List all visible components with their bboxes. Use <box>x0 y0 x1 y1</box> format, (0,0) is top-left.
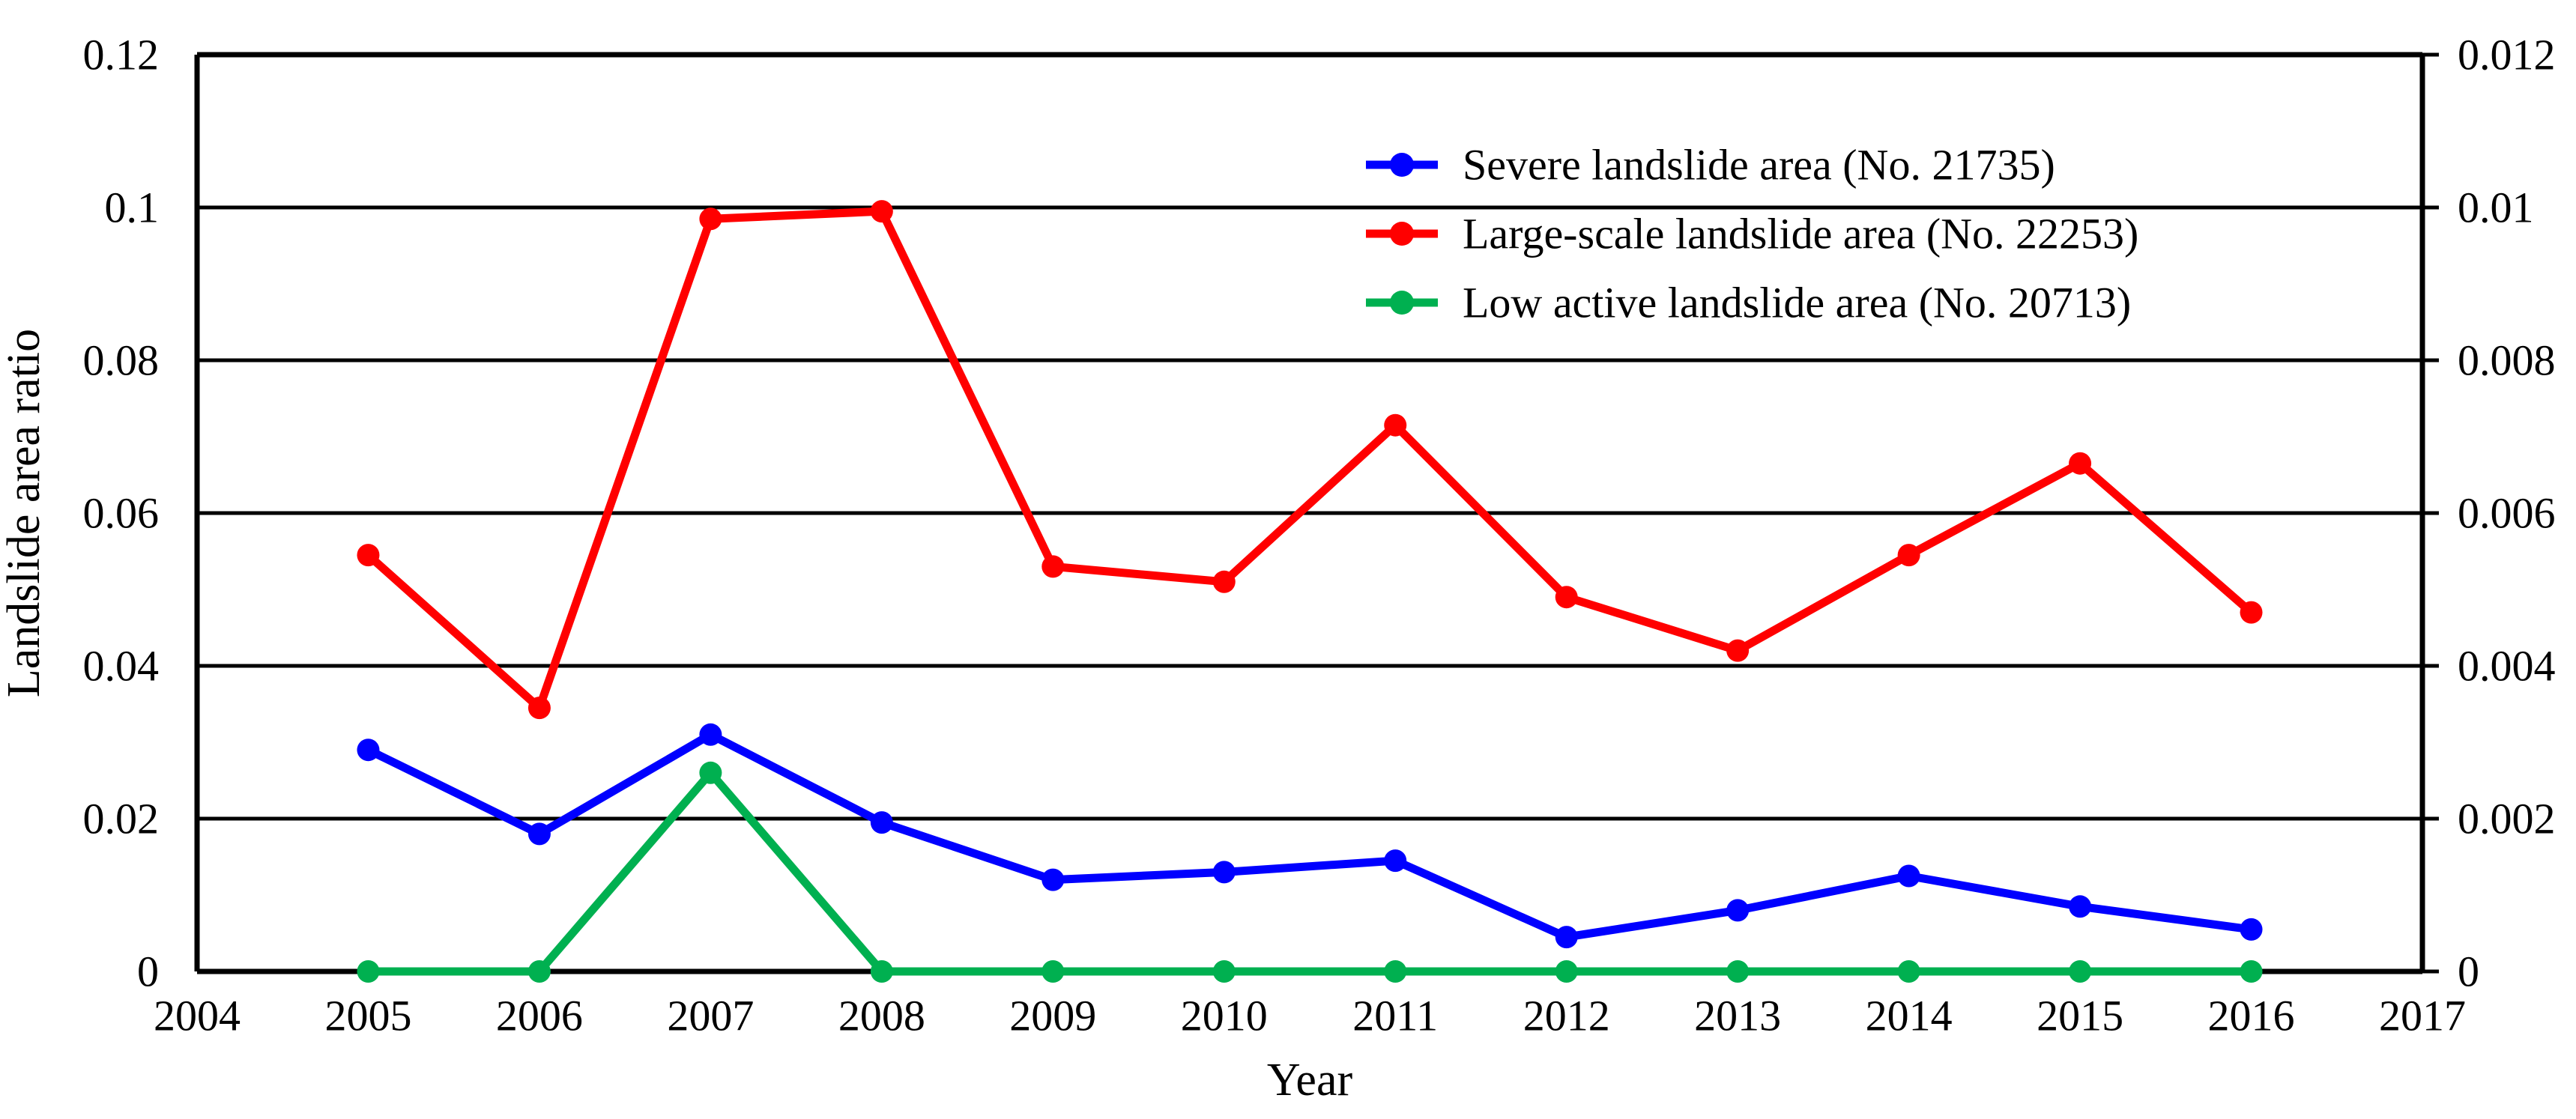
data-point-marker <box>1212 960 1236 983</box>
data-point-marker <box>1897 864 1920 888</box>
right-axis-tick-label: 0 <box>2458 947 2479 996</box>
data-point-marker <box>527 822 551 846</box>
data-point-marker <box>527 697 551 720</box>
data-point-marker <box>699 761 722 784</box>
data-point-marker <box>1384 960 1407 983</box>
data-point-marker <box>1555 586 1578 609</box>
x-axis-tick-label: 2008 <box>838 992 925 1040</box>
data-point-marker <box>1726 639 1750 662</box>
legend-label: Low active landslide area (No. 20713) <box>1463 279 2131 327</box>
data-point-marker <box>1384 849 1407 873</box>
data-point-marker <box>2069 895 2092 918</box>
tick-labels: 0 0.02 0.04 0.06 0.08 0.1 0.12 0 0.002 0.004 0.006… <box>83 31 2556 1040</box>
legend-marker-icon <box>1390 222 1414 246</box>
left-axis-tick-label: 0.08 <box>83 336 160 385</box>
data-point-marker <box>527 960 551 983</box>
x-axis-tick-label: 2011 <box>1352 992 1438 1040</box>
data-point-marker <box>870 200 893 223</box>
left-axis-tick-label: 0.12 <box>83 31 160 79</box>
left-axis-tick-label: 0.06 <box>83 489 160 538</box>
x-axis-tick-label: 2005 <box>324 992 411 1040</box>
x-axis-tick-label: 2006 <box>496 992 583 1040</box>
legend-item: Large-scale landslide area (No. 22253) <box>1366 210 2138 258</box>
data-point-marker <box>870 960 893 983</box>
x-axis-title: Year <box>1267 1055 1353 1106</box>
right-axis-tick-label: 0.006 <box>2458 489 2556 538</box>
data-point-marker <box>1384 413 1407 437</box>
x-axis-tick-label: 2014 <box>1866 992 1953 1040</box>
data-point-marker <box>357 544 380 567</box>
data-point-marker <box>357 739 380 762</box>
x-axis-tick-label: 2016 <box>2208 992 2295 1040</box>
data-point-marker <box>2240 960 2263 983</box>
left-axis-tick-label: 0.02 <box>83 795 160 843</box>
data-point-marker <box>1726 960 1750 983</box>
x-axis-tick-label: 2009 <box>1009 992 1096 1040</box>
data-point-marker <box>699 723 722 746</box>
data-point-marker <box>2069 960 2092 983</box>
data-point-marker <box>870 811 893 834</box>
series-line <box>363 207 2256 712</box>
left-axis-tick-label: 0.04 <box>83 642 160 691</box>
right-axis-tick-label: 0.01 <box>2458 184 2534 232</box>
series-line <box>363 768 2256 976</box>
data-point-marker <box>1555 960 1578 983</box>
data-point-marker <box>1726 899 1750 922</box>
legend-marker-icon <box>1390 291 1414 315</box>
left-axis-tick-label: 0.1 <box>105 184 160 232</box>
x-axis-tick-label: 2012 <box>1523 992 1610 1040</box>
x-axis-tick-label: 2013 <box>1694 992 1781 1040</box>
legend-item: Low active landslide area (No. 20713) <box>1366 279 2131 327</box>
data-point-marker <box>2240 918 2263 941</box>
legend-item: Severe landslide area (No. 21735) <box>1366 141 2055 189</box>
gridlines <box>197 205 2422 821</box>
data-point-marker <box>1041 960 1065 983</box>
x-axis-tick-label: 2015 <box>2037 992 2123 1040</box>
data-point-marker <box>1555 926 1578 949</box>
data-point-marker <box>1897 960 1920 983</box>
data-point-marker <box>1212 570 1236 593</box>
y-axis-title: Landslide area ratio <box>0 329 49 697</box>
data-point-marker <box>1041 868 1065 891</box>
data-series <box>357 200 2263 983</box>
data-point-marker <box>2240 601 2263 624</box>
data-point-marker <box>1897 544 1920 567</box>
x-axis-tick-label: 2017 <box>2379 992 2466 1040</box>
data-point-marker <box>1041 555 1065 578</box>
series-1 <box>357 723 2263 949</box>
right-axis-tick-label: 0.004 <box>2458 642 2556 691</box>
data-point-marker <box>2069 452 2092 475</box>
series-2 <box>357 200 2263 720</box>
left-axis-tick-label: 0 <box>137 947 159 996</box>
legend: Severe landslide area (No. 21735) Large-s… <box>1366 141 2138 327</box>
right-axis-tick-label: 0.012 <box>2458 31 2556 79</box>
data-point-marker <box>699 207 722 231</box>
data-point-marker <box>357 960 380 983</box>
x-axis-tick-label: 2004 <box>154 992 241 1040</box>
series-3 <box>357 761 2263 983</box>
x-axis-tick-label: 2007 <box>667 992 754 1040</box>
series-line <box>363 730 2256 941</box>
right-axis-tick-label: 0.008 <box>2458 336 2556 385</box>
right-axis-tick-label: 0.002 <box>2458 795 2556 843</box>
legend-label: Severe landslide area (No. 21735) <box>1463 141 2055 189</box>
x-axis-tick-label: 2010 <box>1181 992 1268 1040</box>
legend-marker-icon <box>1390 153 1414 177</box>
data-point-marker <box>1212 861 1236 884</box>
legend-label: Large-scale landslide area (No. 22253) <box>1463 210 2138 258</box>
